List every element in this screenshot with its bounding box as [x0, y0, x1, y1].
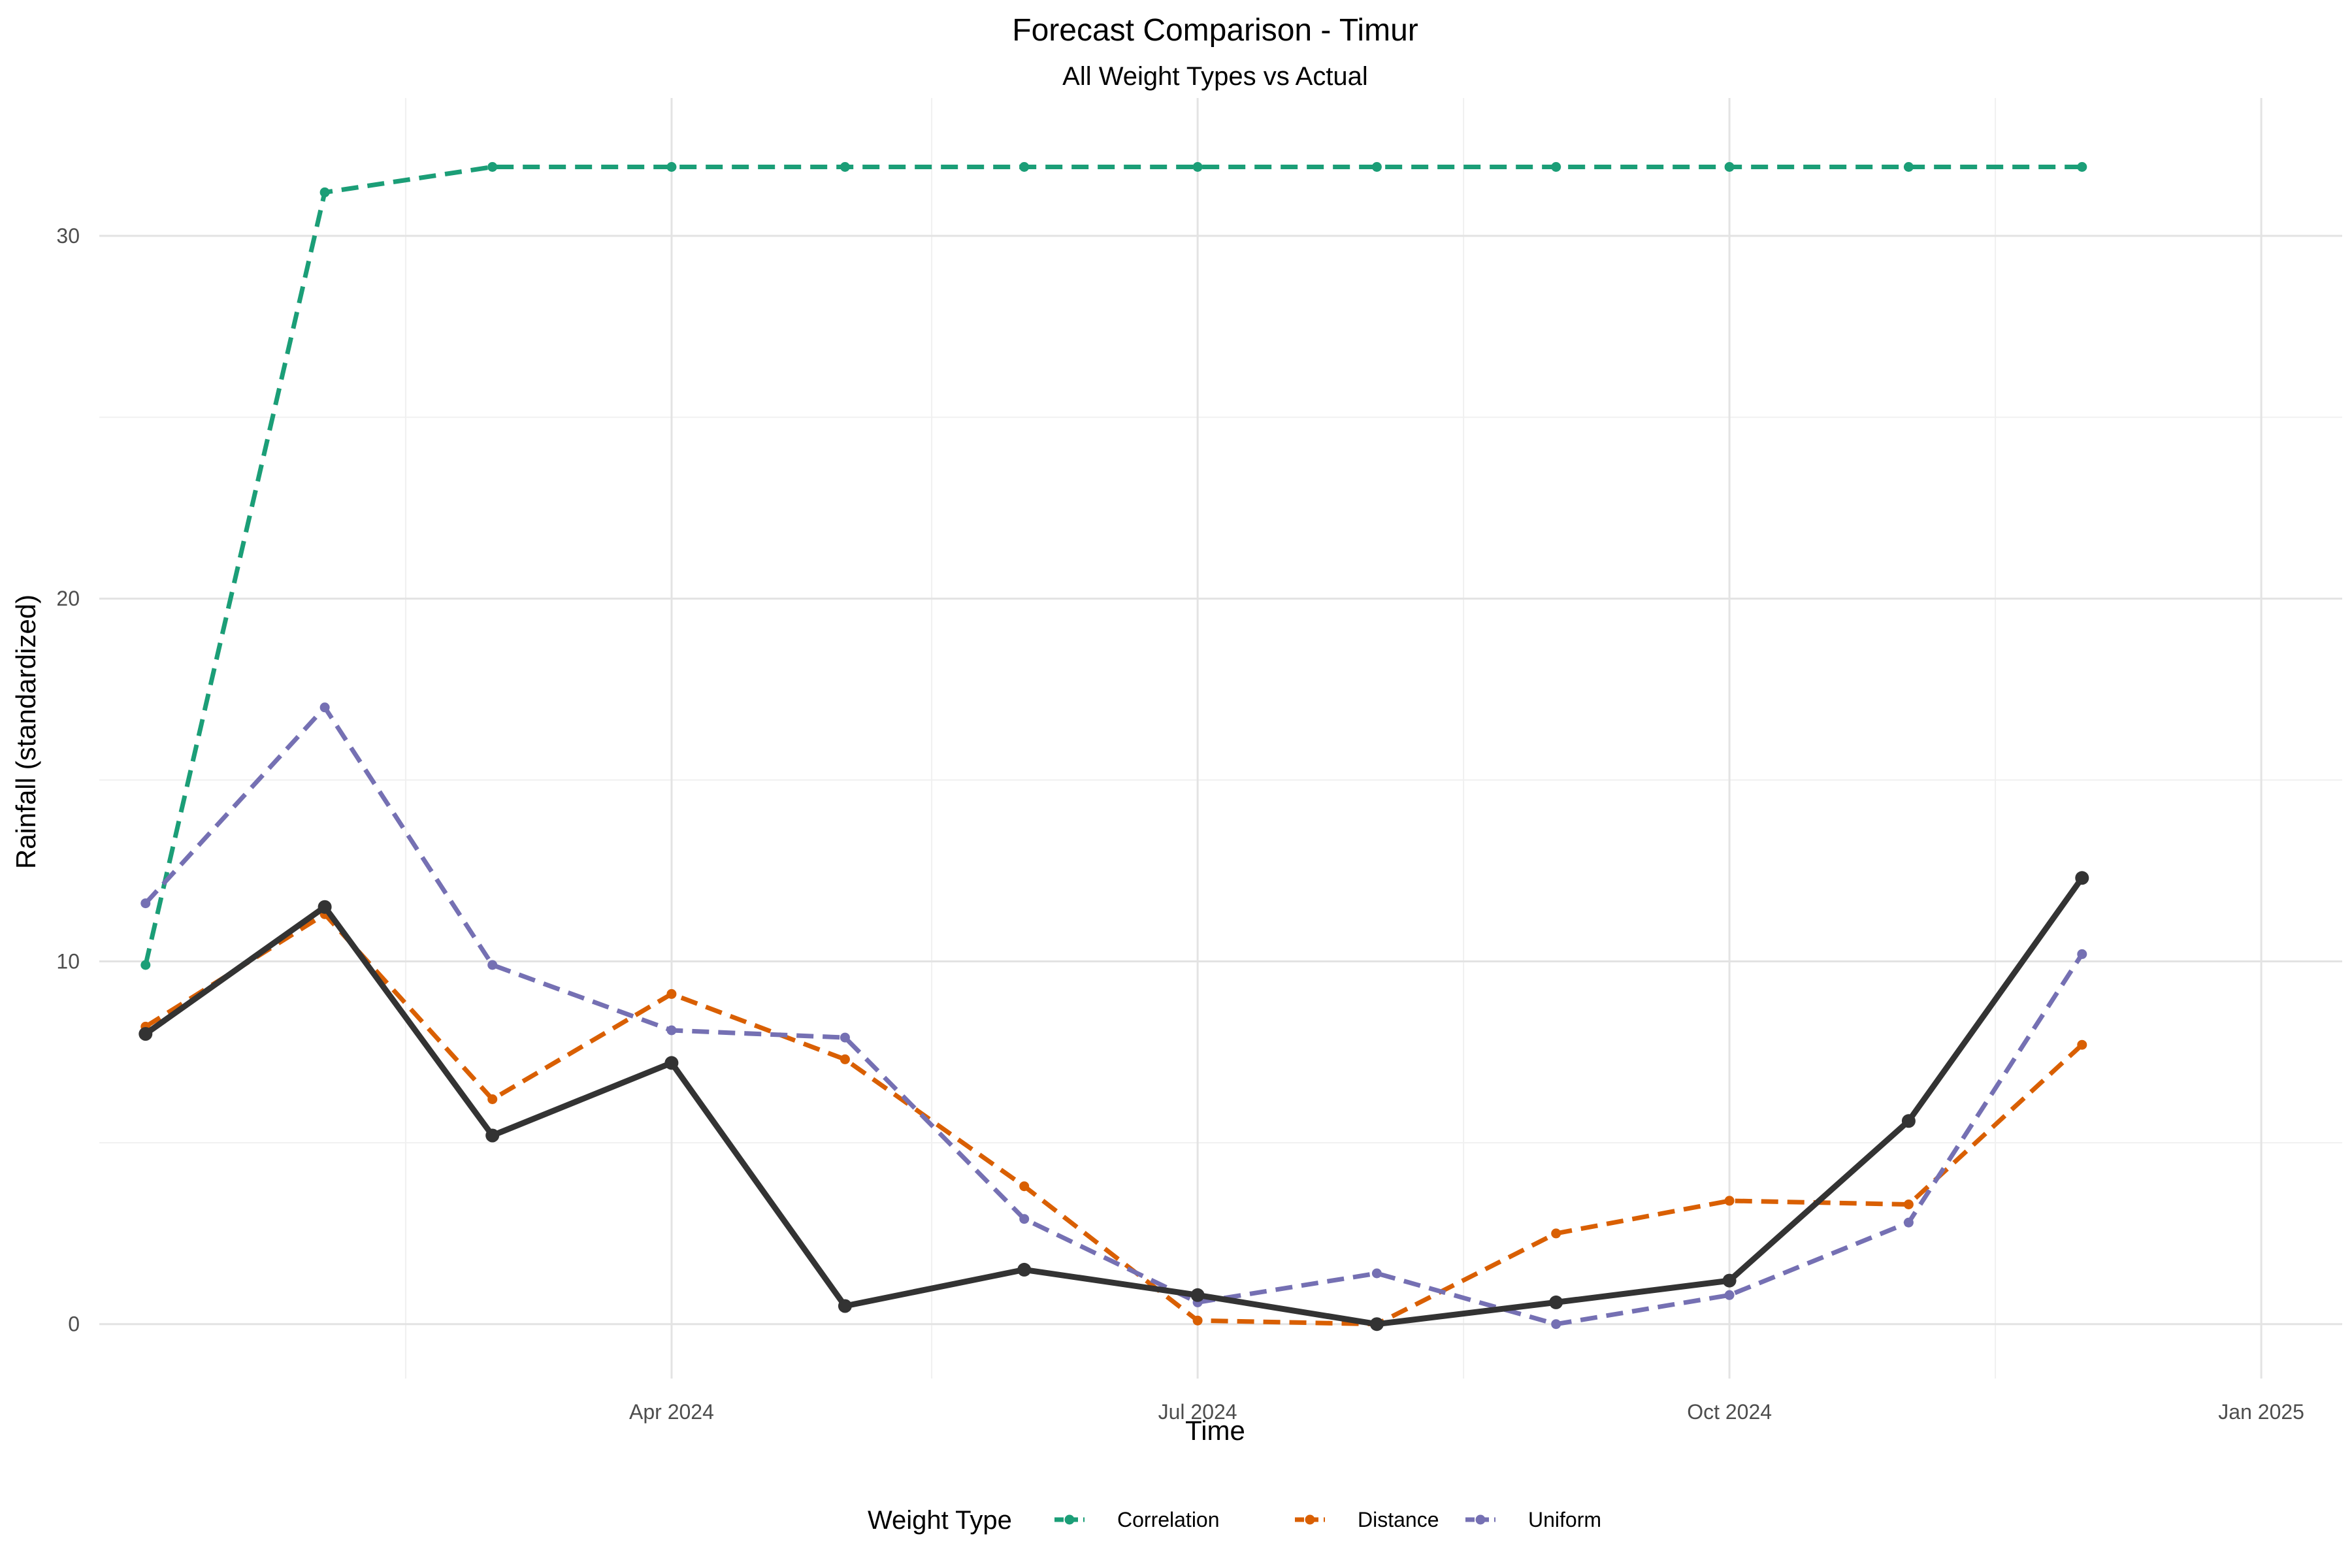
legend-title: Weight Type	[868, 1506, 1012, 1535]
series-distance-point	[2077, 1039, 2087, 1050]
series-actual-point	[1901, 1114, 1916, 1128]
series-uniform-point	[487, 960, 498, 970]
x-tick-label: Oct 2024	[1687, 1400, 1772, 1424]
series-uniform-point	[140, 898, 151, 909]
y-tick-label: 30	[56, 224, 80, 248]
series-actual-point	[1190, 1288, 1205, 1302]
grid	[99, 98, 2342, 1379]
series-actual-point	[139, 1027, 153, 1041]
series-actual-point	[1017, 1262, 1032, 1277]
chart-title: Forecast Comparison - Timur	[1012, 13, 1418, 48]
series-correlation-point	[1903, 162, 1914, 172]
series-actual-point	[1369, 1317, 1384, 1331]
series-actual-point	[838, 1299, 852, 1313]
series-distance-point	[1019, 1181, 1030, 1192]
y-axis-title: Rainfall (standardized)	[10, 595, 41, 869]
series-distance-point	[1903, 1200, 1914, 1209]
y-tick-label: 0	[68, 1313, 80, 1336]
series-uniform-point	[2077, 949, 2087, 959]
series-uniform-point	[666, 1025, 677, 1036]
series-correlation-point	[1019, 162, 1030, 172]
series-distance-line	[144, 911, 2084, 1327]
series-correlation-point	[140, 960, 151, 970]
series-uniform-point	[840, 1032, 850, 1043]
series-correlation-point	[319, 187, 330, 197]
series-distance-point	[666, 988, 677, 999]
legend-key-point-uniform	[1475, 1514, 1486, 1525]
x-axis-ticks: Apr 2024 Jul 2024 Oct 2024 Jan 2025	[629, 1400, 2304, 1424]
series-distance-point	[487, 1094, 498, 1104]
series-distance-point	[840, 1054, 850, 1064]
series-lines	[139, 162, 2089, 1331]
series-uniform-point	[319, 702, 330, 713]
series-correlation-point	[1724, 162, 1735, 172]
series-actual-line	[144, 876, 2085, 1328]
series-distance-point	[1551, 1228, 1561, 1239]
chart-subtitle: All Weight Types vs Actual	[1062, 62, 1368, 91]
x-tick-label: Apr 2024	[629, 1400, 714, 1424]
series-correlation-point	[1371, 162, 1382, 172]
y-axis-ticks: 0 10 20 30	[56, 224, 80, 1336]
series-correlation-point	[1551, 162, 1561, 172]
series-uniform-line	[144, 705, 2084, 1327]
series-distance-point	[1192, 1315, 1203, 1326]
legend: Weight Type Correlation Distance Uniform	[868, 1506, 1601, 1535]
legend-label-uniform: Uniform	[1528, 1508, 1601, 1531]
series-correlation-point	[666, 162, 677, 172]
series-correlation-point	[840, 162, 850, 172]
legend-label-distance: Distance	[1358, 1508, 1439, 1531]
legend-key-point-correlation	[1064, 1514, 1075, 1525]
series-uniform-point	[1371, 1268, 1382, 1279]
series-actual-point	[2075, 871, 2089, 885]
y-tick-label: 20	[56, 587, 80, 610]
x-tick-label: Jan 2025	[2218, 1400, 2304, 1424]
series-uniform-point	[1551, 1319, 1561, 1330]
series-correlation-point	[487, 162, 498, 172]
x-tick-label: Jul 2024	[1158, 1400, 1237, 1424]
y-tick-label: 10	[56, 949, 80, 973]
series-uniform-point	[1019, 1214, 1030, 1224]
series-actual-point	[318, 900, 332, 914]
series-uniform-point	[1724, 1290, 1735, 1300]
x-axis-title: Time	[1185, 1415, 1245, 1446]
series-actual-point	[1549, 1295, 1563, 1309]
legend-label-correlation: Correlation	[1117, 1508, 1220, 1531]
series-correlation-point	[1192, 162, 1203, 172]
series-distance-point	[1724, 1196, 1735, 1206]
series-actual-point	[664, 1056, 679, 1070]
series-actual-point	[1722, 1273, 1737, 1288]
series-actual-point	[485, 1128, 500, 1143]
legend-key-point-distance	[1305, 1514, 1315, 1525]
series-uniform-point	[1903, 1217, 1914, 1228]
series-correlation-line	[143, 165, 2082, 966]
series-correlation-point	[2077, 162, 2087, 172]
